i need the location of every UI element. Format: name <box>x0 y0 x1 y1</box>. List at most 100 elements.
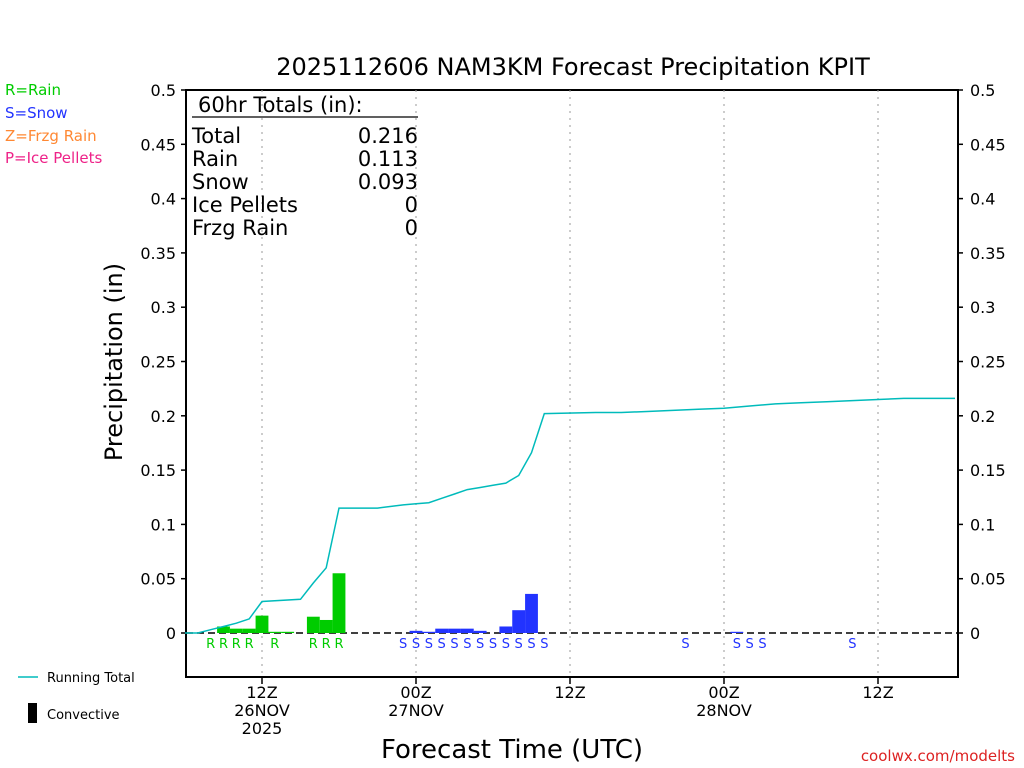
running-total-line <box>185 397 955 634</box>
x-tick-label: 00Z <box>708 683 739 702</box>
y-tick-label-right: 0 <box>970 624 980 643</box>
precip-bar-rain <box>242 628 256 633</box>
y-tick-label-right: 0.15 <box>970 461 1006 480</box>
chart-title: 2025112606 NAM3KM Forecast Precipitation… <box>276 53 870 81</box>
precip-type-letter: S <box>489 637 497 652</box>
totals-row-value: 0.093 <box>358 170 418 194</box>
y-tick-label-left: 0.35 <box>140 244 176 263</box>
totals-row-value: 0 <box>405 216 418 240</box>
legend-running-total: Running Total <box>47 671 135 686</box>
precip-type-letter: R <box>232 637 241 652</box>
legend-rain: R=Rain <box>5 81 61 99</box>
precip-type-letter: S <box>502 637 510 652</box>
precip-bars <box>217 573 744 633</box>
totals-box: 60hr Totals (in): Total 0.216 Rain 0.113 Sno… <box>191 93 418 240</box>
precip-type-letter: R <box>206 637 215 652</box>
precip-bar-rain <box>319 619 333 633</box>
precip-bar-snow <box>409 630 423 633</box>
precip-type-letter: S <box>450 637 458 652</box>
legend-convective-swatch <box>28 703 37 723</box>
totals-row-label: Rain <box>192 147 238 171</box>
precip-type-letter: R <box>245 637 254 652</box>
precip-bar-snow <box>448 628 461 633</box>
precip-bar-snow <box>473 630 487 633</box>
precip-type-letter: R <box>334 637 343 652</box>
y-tick-label-left: 0 <box>166 624 176 643</box>
totals-row-label: Ice Pellets <box>192 193 298 217</box>
precip-type-letter: S <box>733 637 741 652</box>
precip-bar-rain <box>229 628 243 633</box>
y-tick-label-left: 0.05 <box>140 570 176 589</box>
totals-row-value: 0.216 <box>358 124 418 148</box>
y-tick-label-right: 0.05 <box>970 570 1006 589</box>
precip-type-letter: S <box>412 637 420 652</box>
precip-type-letter: S <box>746 637 754 652</box>
precip-bar-snow <box>460 628 474 633</box>
x-axis-label: Forecast Time (UTC) <box>381 735 643 765</box>
precip-bar-snow <box>435 628 449 633</box>
precip-type-letter: S <box>476 637 484 652</box>
y-tick-label-left: 0.5 <box>151 81 176 100</box>
precip-bar-rain <box>217 626 230 633</box>
x-tick-label: 2025 <box>242 719 283 738</box>
y-tick-label-right: 0.1 <box>970 515 995 534</box>
credit-text: coolwx.com/modelts <box>861 747 1015 765</box>
x-tick-label: 12Z <box>246 683 277 702</box>
precip-bar-snow <box>512 610 526 633</box>
legend-convective: Convective <box>47 708 120 723</box>
y-axis-label: Precipitation (in) <box>100 263 128 461</box>
precip-bar-snow <box>499 626 513 633</box>
totals-title: 60hr Totals (in): <box>198 93 363 117</box>
legend-snow: S=Snow <box>5 104 68 122</box>
precip-bar-snow <box>422 631 436 633</box>
precip-type-letter: S <box>848 637 856 652</box>
y-tick-label-right: 0.2 <box>970 407 995 426</box>
y-tick-label-right: 0.3 <box>970 298 995 317</box>
precip-type-letter: S <box>527 637 535 652</box>
y-axis-ticks: 0 00.05 0.050.1 0.10.15 0.150.2 0.20.25 0.250.… <box>140 81 1005 643</box>
plot-frame <box>185 89 959 678</box>
y-tick-label-right: 0.4 <box>970 190 995 209</box>
y-tick-label-left: 0.1 <box>151 515 176 534</box>
y-tick-label-right: 0.5 <box>970 81 995 100</box>
legend-ice-pellets: P=Ice Pellets <box>5 149 102 167</box>
totals-row-label: Frzg Rain <box>192 216 288 240</box>
y-tick-label-left: 0.25 <box>140 353 176 372</box>
grid-lines <box>261 90 879 677</box>
x-tick-label: 28NOV <box>696 701 752 720</box>
precip-type-letter: S <box>463 637 471 652</box>
precip-bar-rain <box>281 631 295 633</box>
x-tick-label: 27NOV <box>388 701 444 720</box>
y-tick-label-right: 0.35 <box>970 244 1006 263</box>
precip-type-letter: R <box>270 637 279 652</box>
totals-row-value: 0 <box>405 193 418 217</box>
precip-type-letter: S <box>438 637 446 652</box>
x-tick-label: 00Z <box>400 683 431 702</box>
totals-rows: Total 0.216 Rain 0.113 Snow 0.093 Ice Pellets 0… <box>191 124 418 240</box>
precip-bar-rain <box>268 631 282 633</box>
totals-row-label: Total <box>191 124 241 148</box>
precip-type-letter: R <box>309 637 318 652</box>
precip-bar-snow <box>525 593 538 633</box>
y-tick-label-right: 0.45 <box>970 135 1006 154</box>
y-tick-label-right: 0.25 <box>970 353 1006 372</box>
y-tick-label-left: 0.15 <box>140 461 176 480</box>
y-tick-label-left: 0.4 <box>151 190 176 209</box>
totals-row-label: Snow <box>192 170 249 194</box>
precip-bar-rain <box>332 573 346 633</box>
precip-type-letter: S <box>758 637 766 652</box>
totals-row-value: 0.113 <box>358 147 418 171</box>
legend-frzg-rain: Z=Frzg Rain <box>5 127 97 145</box>
precip-bar-snow <box>730 631 744 633</box>
x-tick-label: 12Z <box>554 683 585 702</box>
precip-type-letter: R <box>322 637 331 652</box>
precip-type-letter: S <box>399 637 407 652</box>
precip-type-letter: S <box>681 637 689 652</box>
y-tick-label-left: 0.2 <box>151 407 176 426</box>
x-tick-label: 26NOV <box>234 701 290 720</box>
y-tick-label-left: 0.45 <box>140 135 176 154</box>
x-tick-label: 12Z <box>862 683 893 702</box>
